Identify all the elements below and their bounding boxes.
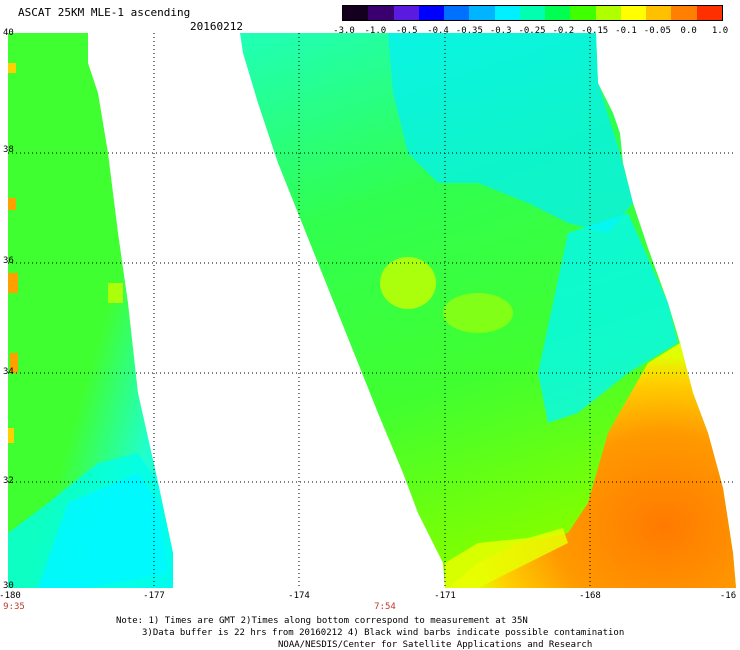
- colorbar-swatch: [469, 6, 495, 20]
- colorbar-label: -0.35: [455, 26, 483, 36]
- footer-note-1: Note: 1) Times are GMT 2)Times along bot…: [116, 616, 528, 626]
- colorbar-swatch: [393, 6, 419, 20]
- colorbar-label: -1.0: [364, 26, 387, 36]
- colorbar-label: -0.3: [489, 26, 512, 36]
- lon-label-177: -177: [143, 591, 165, 601]
- colorbar-swatch: [444, 6, 470, 20]
- colorbar-label: 1.0: [711, 26, 729, 36]
- colorbar-swatch: [494, 6, 520, 20]
- colorbar-swatch: [368, 6, 394, 20]
- lat-label-34: 34: [3, 367, 14, 377]
- colorbar-swatch: [570, 6, 596, 20]
- lon-label-16: -16: [719, 591, 737, 601]
- colorbar-swatch: [646, 6, 672, 20]
- colorbar-label: -0.15: [581, 26, 609, 36]
- colorbar-label: -0.5: [395, 26, 418, 36]
- swath-east: [240, 33, 736, 588]
- colorbar-label: -0.1: [615, 26, 637, 36]
- lon-label-180: -180: [0, 591, 21, 601]
- lon-label-171: -171: [434, 591, 456, 601]
- grid-lines: [8, 33, 736, 588]
- colorbar-swatch: [545, 6, 571, 20]
- colorbar-label: -0.2: [552, 26, 575, 36]
- lon-label-168: -168: [579, 591, 601, 601]
- footer-note-2: 3)Data buffer is 22 hrs from 20160212 4)…: [142, 628, 625, 638]
- colorbar-label: 0.0: [680, 26, 697, 36]
- colorbar-swatch: [418, 6, 445, 20]
- map-title: ASCAT 25KM MLE-1 ascending: [18, 6, 191, 19]
- colorbar-swatch: [343, 6, 369, 20]
- colorbar-label: -0.25: [518, 26, 546, 36]
- colorbar-label: -0.05: [643, 26, 671, 36]
- colorbar-label: -3.0: [333, 26, 355, 36]
- swath-west: [8, 33, 173, 588]
- time-label-left: 9:35: [3, 602, 25, 612]
- colorbar-swatch: [696, 6, 722, 20]
- colorbar-swatch: [595, 6, 621, 20]
- colorbar: [342, 5, 723, 21]
- footer-credit: NOAA/NESDIS/Center for Satellite Applica…: [278, 640, 593, 650]
- lat-label-36: 36: [3, 256, 14, 266]
- lat-label-32: 32: [3, 476, 14, 486]
- colorbar-label: -0.4: [427, 26, 449, 36]
- swath-map: [8, 33, 736, 588]
- lat-label-40: 40: [3, 28, 14, 38]
- lat-label-38: 38: [3, 145, 14, 155]
- lat-label-30: 30: [3, 581, 14, 591]
- time-label-middle: 7:54: [374, 602, 396, 612]
- colorbar-swatch: [519, 6, 546, 20]
- lon-label-174: -174: [288, 591, 310, 601]
- colorbar-swatch: [671, 6, 697, 20]
- colorbar-swatch: [620, 6, 647, 20]
- map-date: 20160212: [190, 20, 243, 33]
